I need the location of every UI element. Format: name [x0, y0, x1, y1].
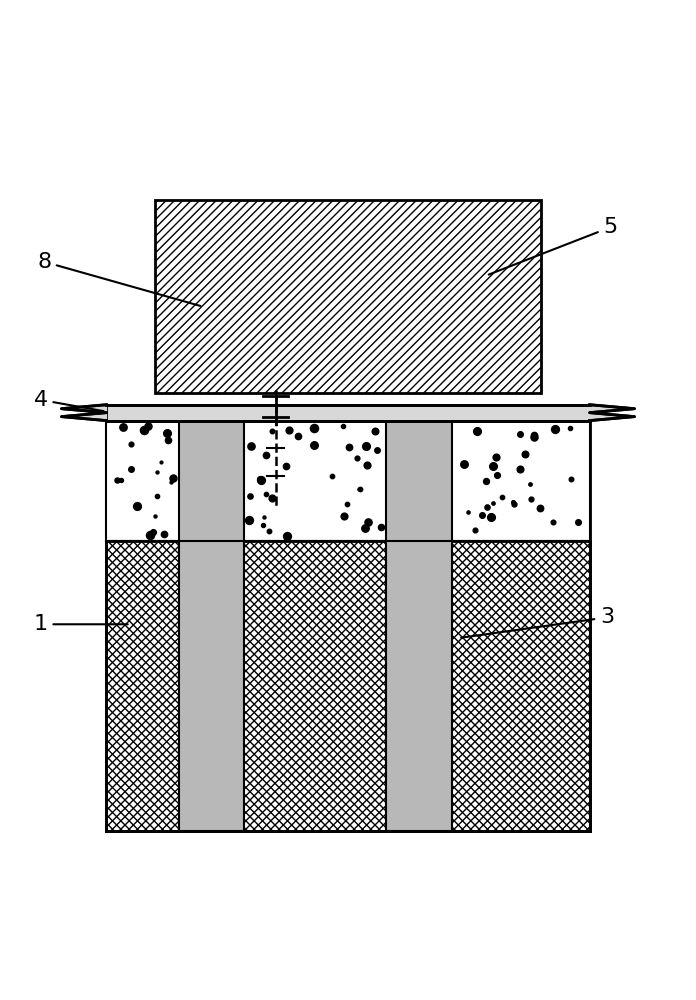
Bar — [106, 405, 590, 421]
Text: 1: 1 — [33, 614, 128, 634]
Polygon shape — [61, 405, 106, 421]
Bar — [155, 200, 541, 393]
Bar — [106, 421, 590, 541]
Polygon shape — [590, 405, 635, 421]
Text: 5: 5 — [489, 217, 617, 275]
Bar — [106, 541, 590, 831]
Bar — [386, 421, 452, 831]
Bar — [106, 541, 590, 831]
Text: 3: 3 — [461, 607, 614, 638]
Bar — [179, 421, 244, 831]
Text: 4: 4 — [33, 390, 104, 411]
Text: 8: 8 — [37, 252, 200, 306]
